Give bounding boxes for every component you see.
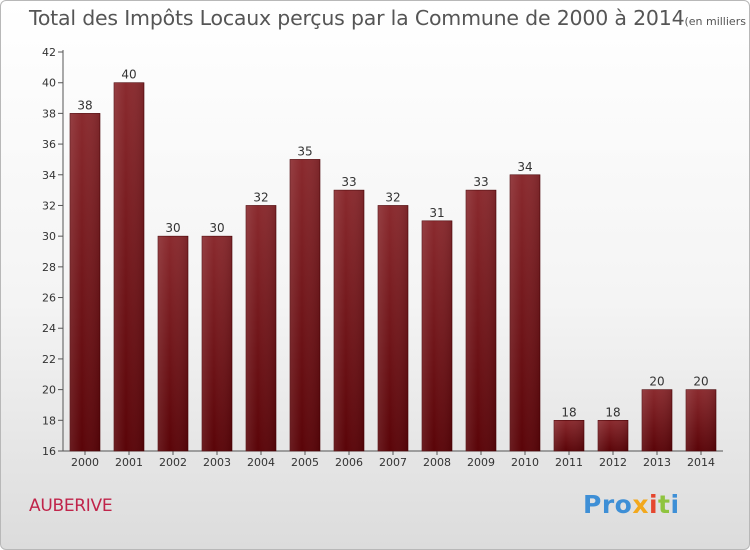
y-tick-label: 42 (42, 46, 56, 59)
y-tick-label: 40 (42, 77, 56, 90)
chart-title-text: Total des Impôts Locaux perçus par la Co… (29, 6, 685, 30)
bar-value-label: 18 (561, 405, 576, 419)
bar-shine (158, 236, 188, 451)
bar-value-label: 32 (253, 190, 268, 204)
x-tick-label: 2008 (423, 456, 451, 469)
bar-value-label: 34 (517, 160, 532, 174)
bar-shine (422, 220, 452, 451)
x-tick-label: 2003 (203, 456, 231, 469)
bar-value-label: 33 (341, 175, 356, 189)
y-tick-label: 34 (42, 169, 56, 182)
bar-shine (466, 190, 496, 451)
bar-value-label: 32 (385, 190, 400, 204)
y-tick-label: 22 (42, 353, 56, 366)
bar-value-label: 18 (605, 405, 620, 419)
x-tick-label: 2012 (599, 456, 627, 469)
x-tick-label: 2009 (467, 456, 495, 469)
axes: 16 18 20 22 24 26 28 30 32 34 36 38 40 42 2000 2001 2002… (42, 46, 723, 469)
bar-shine (642, 389, 672, 451)
y-tick-label: 28 (42, 261, 56, 274)
x-tick-label: 2014 (687, 456, 715, 469)
bar-shine (114, 82, 144, 451)
x-tick-label: 2001 (115, 456, 143, 469)
bar-shine (70, 113, 100, 451)
x-tick-label: 2004 (247, 456, 275, 469)
bar-value-label: 30 (165, 221, 180, 235)
x-tick-label: 2010 (511, 456, 539, 469)
x-tick-label: 2005 (291, 456, 319, 469)
bar-value-label: 35 (297, 144, 312, 158)
bar-shine (378, 205, 408, 451)
y-tick-label: 24 (42, 322, 56, 335)
chart-title: Total des Impôts Locaux perçus par la Co… (29, 6, 749, 30)
bar-value-label: 33 (473, 175, 488, 189)
commune-name: AUBERIVE (29, 496, 113, 516)
bar-value-label: 40 (121, 68, 136, 82)
value-labels: 38 40 30 30 32 35 33 32 31 33 34 18 18 20 20 (77, 68, 708, 420)
bars (69, 82, 717, 452)
bar-shine (686, 389, 716, 451)
y-tick-label: 20 (42, 384, 56, 397)
x-tick-label: 2002 (159, 456, 187, 469)
bar-shine (334, 190, 364, 451)
x-tick-label: 2013 (643, 456, 671, 469)
bar-shine (598, 420, 628, 451)
bar-value-label: 38 (77, 98, 92, 112)
logo-part-t: t (658, 490, 671, 519)
proxiti-logo: Proxiti (583, 490, 680, 519)
bar-value-label: 30 (209, 221, 224, 235)
bar-shine (554, 420, 584, 451)
logo-part-pro: Pro (583, 490, 633, 519)
bar-value-label: 20 (693, 375, 708, 389)
bar-shine (290, 159, 320, 451)
y-tick-label: 18 (42, 414, 56, 427)
y-tick-label: 36 (42, 138, 56, 151)
x-tick-label: 2011 (555, 456, 583, 469)
bar-shine (510, 174, 540, 451)
bar-shine (202, 236, 232, 451)
x-tick-label: 2006 (335, 456, 363, 469)
y-tick-label: 38 (42, 107, 56, 120)
y-tick-label: 16 (42, 445, 56, 458)
logo-part-i1: i (648, 490, 659, 519)
chart-unit: (en milliers d'€) (684, 15, 749, 28)
bar-value-label: 31 (429, 206, 444, 220)
logo-part-i2: i (670, 490, 680, 519)
y-tick-label: 30 (42, 230, 56, 243)
bar-value-label: 20 (649, 375, 664, 389)
bar-shine (246, 205, 276, 451)
y-tick-label: 32 (42, 199, 56, 212)
x-tick-label: 2007 (379, 456, 407, 469)
x-tick-label: 2000 (71, 456, 99, 469)
y-tick-label: 26 (42, 292, 56, 305)
logo-part-x: x (632, 490, 649, 519)
